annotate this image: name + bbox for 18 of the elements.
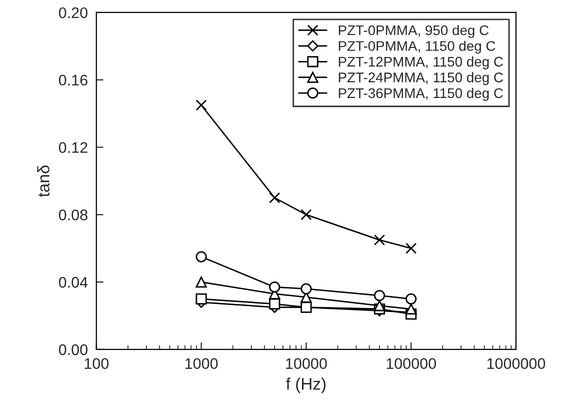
x-tick-label: 10000 <box>286 358 327 369</box>
x-axis-title: f (Hz) <box>286 378 326 394</box>
legend-label: PZT-0PMMA, 950 deg C <box>338 24 489 38</box>
legend-label: PZT-12PMMA, 1150 deg C <box>338 56 503 70</box>
y-tick-label: 0.20 <box>58 7 88 18</box>
y-tick-label: 0.16 <box>58 74 88 86</box>
legend-label: PZT-36PMMA, 1150 deg C <box>338 88 503 101</box>
y-tick-label: 0.08 <box>58 210 88 220</box>
legend-label: PZT-24PMMA, 1150 deg C <box>338 72 503 86</box>
y-axis-title: tanδ <box>37 165 50 197</box>
x-tick-label: 1000 <box>185 358 218 369</box>
x-tick-label: 1000000 <box>487 358 546 369</box>
legend-label: PZT-0PMMA, 1150 deg C <box>338 40 496 54</box>
y-tick-label: 0.00 <box>58 344 88 356</box>
y-tick-label: 0.04 <box>58 276 88 288</box>
y-tick-label: 0.12 <box>58 142 88 153</box>
x-tick-label: 100000 <box>386 358 436 369</box>
x-tick-label: 100 <box>84 358 109 369</box>
